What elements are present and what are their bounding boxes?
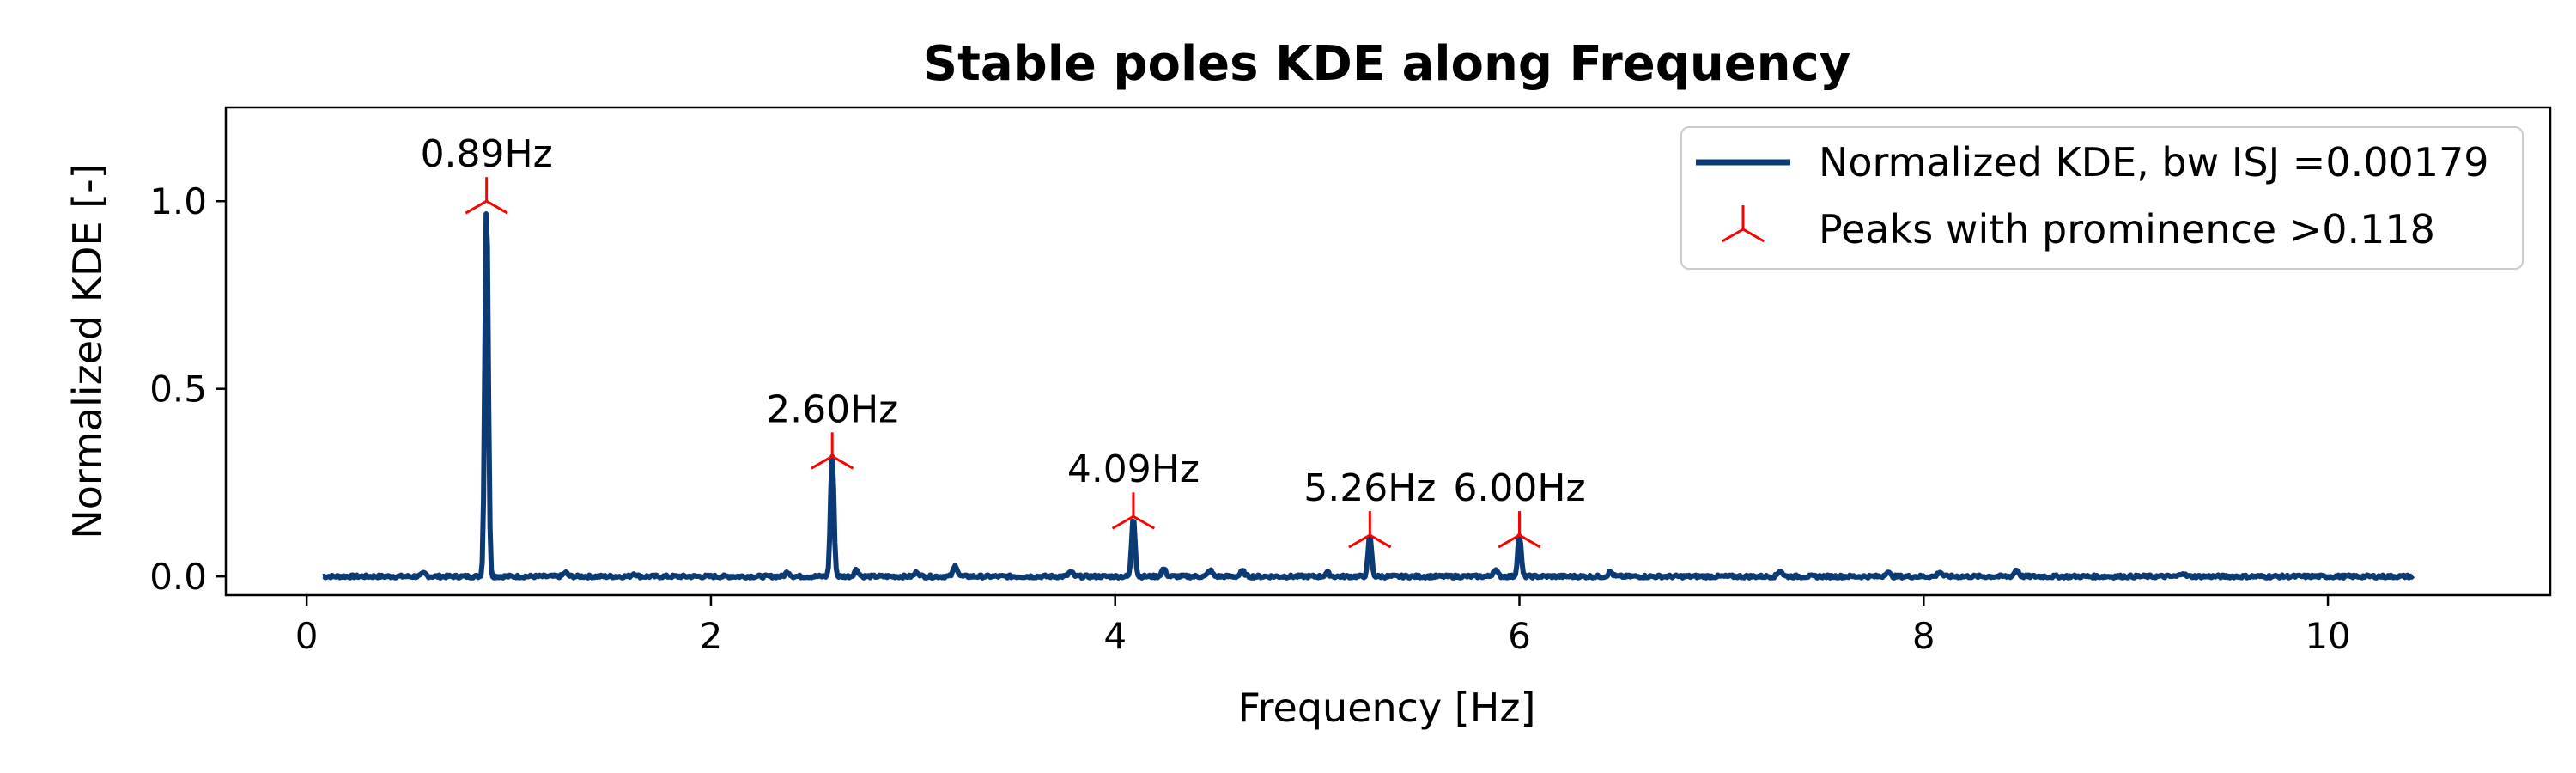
- x-tick-label: 0: [295, 615, 319, 657]
- chart-title: Stable poles KDE along Frequency: [923, 36, 1851, 92]
- legend-marker-icon: [1721, 205, 1765, 243]
- legend: Normalized KDE, bw ISJ =0.00179 Peaks wi…: [1680, 126, 2524, 270]
- y-axis-ticks: 0.0 0.5 1.0: [149, 180, 226, 598]
- peak-annotation: 2.60Hz: [766, 387, 898, 431]
- peak-marker: [1348, 511, 1392, 549]
- y-tick-label: 0.0: [149, 556, 207, 598]
- peak-annotation: 5.26Hz: [1303, 466, 1436, 510]
- marker-arm: [1369, 533, 1392, 549]
- kde-line: [321, 211, 2415, 581]
- marker-arm: [1518, 533, 1541, 549]
- legend-marker-swatch: [1721, 205, 1765, 243]
- peak-marker: [465, 177, 508, 215]
- marker-arm: [1498, 533, 1521, 549]
- marker-arm: [1133, 514, 1156, 530]
- legend-label-kde: Normalized KDE, bw ISJ =0.00179: [1819, 139, 2489, 186]
- x-tick-label: 2: [700, 615, 723, 657]
- peak-annotation: 4.09Hz: [1067, 447, 1200, 491]
- peak-marker: [1498, 511, 1541, 549]
- peak-marker: [1111, 492, 1156, 530]
- y-axis-label: Normalized KDE [-]: [64, 163, 111, 539]
- peak-annotations: 0.89Hz 2.60Hz 4.09Hz 5.26Hz 6.00Hz: [421, 132, 1586, 510]
- x-axis-ticks: 0 2 4 6 8 10: [295, 595, 2351, 657]
- marker-arm: [465, 199, 488, 215]
- peak-marker: [811, 432, 854, 470]
- marker-arm: [811, 455, 833, 470]
- x-tick-label: 4: [1103, 615, 1127, 657]
- marker-arm: [485, 199, 508, 215]
- x-tick-label: 10: [2305, 615, 2350, 657]
- x-axis-label: Frequency [Hz]: [1238, 685, 1536, 731]
- x-tick-label: 6: [1508, 615, 1531, 657]
- y-tick-label: 1.0: [149, 180, 207, 222]
- marker-arm: [831, 455, 854, 470]
- marker-arm: [1742, 228, 1765, 243]
- peak-markers: [465, 177, 1541, 549]
- peak-annotation: 0.89Hz: [421, 132, 553, 176]
- x-tick-label: 8: [1912, 615, 1935, 657]
- marker-arm: [1111, 514, 1134, 530]
- marker-arm: [1348, 533, 1371, 549]
- plot-area: [224, 106, 2552, 597]
- marker-arm: [1721, 228, 1744, 243]
- legend-box: [1680, 126, 2524, 270]
- kde-series: [321, 211, 2415, 581]
- y-tick-label: 0.5: [149, 368, 207, 411]
- legend-label-peaks: Peaks with prominence >0.118: [1819, 206, 2435, 253]
- peak-annotation: 6.00Hz: [1453, 466, 1585, 510]
